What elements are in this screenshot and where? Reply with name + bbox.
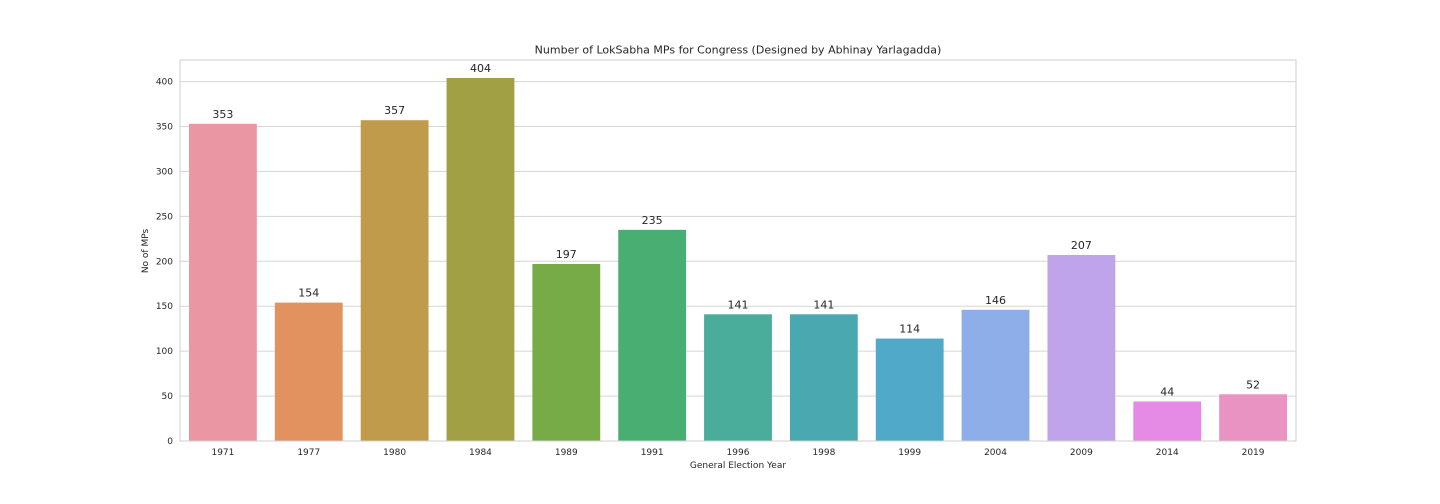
- data-label-1998: 141: [813, 298, 834, 311]
- bar-2004: [961, 309, 1030, 441]
- data-label-2009: 207: [1071, 239, 1092, 252]
- y-tick-label: 400: [156, 78, 173, 88]
- bar-1980: [360, 120, 429, 441]
- data-label-2014: 44: [1160, 385, 1174, 398]
- y-tick-label: 50: [162, 392, 174, 402]
- x-tick-label-1984: 1984: [469, 448, 492, 458]
- x-tick-label-1989: 1989: [555, 448, 578, 458]
- x-tick-label-1980: 1980: [383, 448, 406, 458]
- data-label-1999: 114: [899, 323, 920, 336]
- x-tick-label-1991: 1991: [641, 448, 664, 458]
- y-tick-label: 250: [156, 212, 173, 222]
- y-axis-ticks: 0 50 100 150 200 250 300 350 400: [156, 78, 173, 447]
- x-tick-label-1999: 1999: [898, 448, 921, 458]
- y-tick-label: 0: [167, 437, 173, 447]
- x-tick-label-1977: 1977: [297, 448, 320, 458]
- chart-title: Number of LokSabha MPs for Congress (Des…: [535, 44, 942, 57]
- bar-1996: [704, 314, 772, 441]
- x-axis-label: General Election Year: [690, 461, 786, 471]
- y-tick-label: 350: [156, 122, 173, 132]
- plot-frame: [179, 59, 1297, 442]
- y-tick-label: 200: [156, 257, 173, 267]
- bar-1989: [532, 263, 601, 441]
- x-tick-label-1996: 1996: [727, 448, 750, 458]
- bar-1977: [274, 302, 343, 441]
- y-tick-label: 300: [156, 167, 173, 177]
- bar-2009: [1047, 254, 1116, 441]
- y-tick-label: 150: [156, 302, 173, 312]
- x-tick-label-1998: 1998: [812, 448, 835, 458]
- data-label-1977: 154: [298, 287, 319, 300]
- x-tick-label-2004: 2004: [984, 448, 1007, 458]
- data-label-1984: 404: [470, 62, 491, 75]
- data-label-2019: 52: [1246, 378, 1260, 391]
- data-label-1971: 353: [212, 108, 233, 121]
- bar-2019: [1219, 394, 1287, 441]
- bar-2014: [1133, 401, 1202, 441]
- x-tick-label-1971: 1971: [211, 448, 234, 458]
- y-tick-label: 100: [156, 347, 173, 357]
- bars: [189, 77, 1287, 442]
- bar-1999: [875, 338, 944, 441]
- y-axis-label: No of MPs: [141, 229, 151, 274]
- data-label-1980: 357: [384, 104, 405, 117]
- x-axis-ticks: 1971 1977 1980 1984 1989 1991 1996 1998 1999 2004…: [211, 448, 1264, 458]
- x-tick-label-2019: 2019: [1242, 448, 1265, 458]
- data-label-1991: 235: [642, 214, 663, 227]
- data-label-1989: 197: [556, 248, 577, 261]
- bar-1998: [789, 314, 858, 441]
- x-tick-label-2009: 2009: [1070, 448, 1093, 458]
- x-tick-label-2014: 2014: [1156, 448, 1179, 458]
- bar-1971: [189, 123, 257, 441]
- bar-1984: [446, 77, 515, 442]
- data-label-2004: 146: [985, 294, 1006, 307]
- bar-1991: [618, 229, 687, 441]
- data-label-1996: 141: [728, 298, 749, 311]
- data-labels: 353 154 357 404 197 235 141 141 114 146 207 44 52: [212, 62, 1260, 398]
